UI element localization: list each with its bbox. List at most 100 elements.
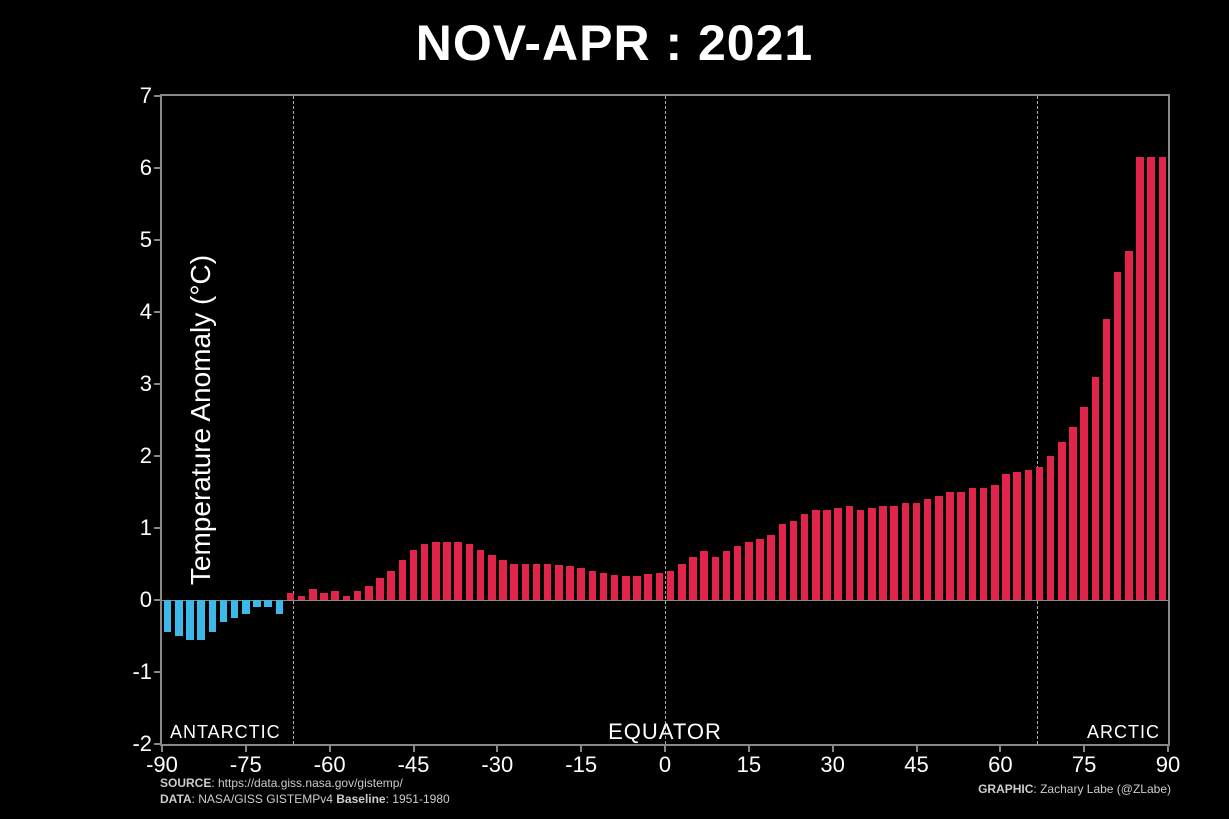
data-bar bbox=[309, 589, 317, 600]
data-bar bbox=[376, 578, 384, 600]
data-bar bbox=[175, 600, 183, 636]
chart-title: NOV-APR : 2021 bbox=[0, 14, 1229, 72]
data-bar bbox=[767, 535, 775, 600]
data-bar bbox=[756, 539, 764, 600]
y-tick-label: 6 bbox=[140, 155, 152, 181]
data-bar bbox=[533, 564, 541, 600]
y-tick-mark bbox=[154, 311, 162, 313]
x-tick-mark bbox=[1167, 744, 1169, 752]
data-bar bbox=[957, 492, 965, 600]
antarctic-label: ANTARCTIC bbox=[170, 722, 281, 743]
data-bar bbox=[913, 503, 921, 600]
data-bar bbox=[846, 506, 854, 600]
y-tick-label: 7 bbox=[140, 83, 152, 109]
x-tick-label: 30 bbox=[820, 752, 844, 778]
x-tick-label: 0 bbox=[659, 752, 671, 778]
vertical-reference-line bbox=[665, 96, 666, 744]
y-tick-mark bbox=[154, 527, 162, 529]
y-tick-label: 5 bbox=[140, 227, 152, 253]
data-bar bbox=[298, 596, 306, 600]
data-bar bbox=[264, 600, 272, 607]
y-tick-mark bbox=[154, 239, 162, 241]
data-bar bbox=[432, 542, 440, 600]
data-bar bbox=[276, 600, 284, 614]
data-bar bbox=[387, 571, 395, 600]
x-tick-label: 45 bbox=[904, 752, 928, 778]
y-tick-mark bbox=[154, 599, 162, 601]
data-bar bbox=[834, 508, 842, 600]
data-bar bbox=[477, 550, 485, 600]
data-bar bbox=[879, 506, 887, 600]
data-bar bbox=[812, 510, 820, 600]
data-bar bbox=[1159, 157, 1167, 600]
x-tick-mark bbox=[161, 744, 163, 752]
data-bar bbox=[689, 557, 697, 600]
footer-left: SOURCE: https://data.giss.nasa.gov/giste… bbox=[160, 775, 450, 807]
vertical-reference-line bbox=[1037, 96, 1038, 744]
data-bar bbox=[209, 600, 217, 632]
data-bar bbox=[231, 600, 239, 618]
data-bar bbox=[734, 546, 742, 600]
data-bar bbox=[1069, 427, 1077, 600]
data-bar bbox=[164, 600, 172, 632]
data-bar bbox=[991, 485, 999, 600]
data-bar bbox=[1058, 442, 1066, 600]
x-tick-label: 15 bbox=[737, 752, 761, 778]
data-bar bbox=[723, 551, 731, 600]
plot-area: -2-101234567-90-75-60-45-30-150153045607… bbox=[160, 94, 1170, 746]
data-bar bbox=[454, 542, 462, 600]
data-label: DATA bbox=[160, 792, 192, 806]
y-tick-label: 2 bbox=[140, 443, 152, 469]
data-bar bbox=[566, 566, 574, 600]
y-tick-label: 3 bbox=[140, 371, 152, 397]
x-tick-label: -15 bbox=[565, 752, 597, 778]
data-bar bbox=[678, 564, 686, 600]
footer-right: GRAPHIC: Zachary Labe (@ZLabe) bbox=[978, 782, 1171, 796]
source-value: : https://data.giss.nasa.gov/gistemp/ bbox=[211, 776, 402, 790]
data-bar bbox=[410, 550, 418, 600]
x-tick-label: 90 bbox=[1156, 752, 1180, 778]
data-bar bbox=[365, 586, 373, 600]
data-bar bbox=[1013, 472, 1021, 600]
data-bar bbox=[555, 565, 563, 600]
equator-label: EQUATOR bbox=[608, 719, 722, 745]
data-bar bbox=[1147, 157, 1155, 600]
data-bar bbox=[186, 600, 194, 640]
data-bar bbox=[253, 600, 261, 607]
data-bar bbox=[656, 573, 664, 600]
data-bar bbox=[1025, 470, 1033, 600]
x-tick-mark bbox=[1083, 744, 1085, 752]
data-bar bbox=[667, 571, 675, 600]
y-tick-label: 1 bbox=[140, 515, 152, 541]
x-tick-mark bbox=[999, 744, 1001, 752]
data-bar bbox=[823, 510, 831, 600]
data-bar bbox=[287, 593, 295, 600]
data-bar bbox=[935, 496, 943, 600]
data-bar bbox=[1136, 157, 1144, 600]
data-bar bbox=[1114, 272, 1122, 600]
data-bar bbox=[1103, 319, 1111, 600]
y-tick-mark bbox=[154, 167, 162, 169]
data-bar bbox=[443, 542, 451, 600]
data-bar bbox=[320, 593, 328, 600]
data-bar bbox=[1002, 474, 1010, 600]
x-tick-label: -30 bbox=[481, 752, 513, 778]
source-label: SOURCE bbox=[160, 776, 211, 790]
data-bar bbox=[522, 564, 530, 600]
data-bar bbox=[510, 564, 518, 600]
data-bar bbox=[421, 544, 429, 600]
graphic-value: : Zachary Labe (@ZLabe) bbox=[1033, 782, 1171, 796]
data-bar bbox=[399, 560, 407, 600]
data-bar bbox=[1047, 456, 1055, 600]
y-tick-label: -1 bbox=[132, 659, 152, 685]
data-bar bbox=[980, 488, 988, 600]
data-bar bbox=[712, 557, 720, 600]
y-tick-mark bbox=[154, 671, 162, 673]
chart-container: NOV-APR : 2021 Temperature Anomaly (°C) … bbox=[0, 0, 1229, 819]
x-tick-mark bbox=[832, 744, 834, 752]
graphic-label: GRAPHIC bbox=[978, 782, 1033, 796]
y-tick-mark bbox=[154, 383, 162, 385]
arctic-label: ARCTIC bbox=[1087, 722, 1160, 743]
baseline-value: : 1951-1980 bbox=[386, 792, 450, 806]
data-bar bbox=[801, 514, 809, 600]
